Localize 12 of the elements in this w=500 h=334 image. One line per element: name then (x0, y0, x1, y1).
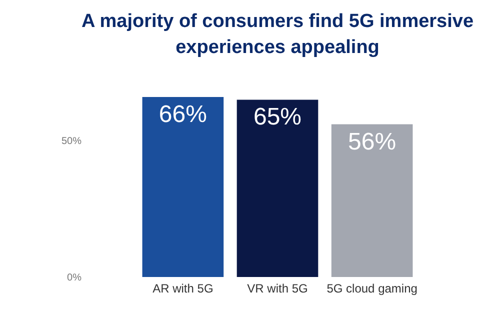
x-tick-label: VR with 5G (247, 282, 308, 296)
chart-title: A majority of consumers find 5G immersive experiences appealing (81, 11, 474, 58)
y-tick-label: 0% (67, 272, 82, 284)
data-label: 56% (348, 128, 396, 156)
bar (331, 124, 413, 277)
data-label: 65% (253, 104, 302, 131)
x-tick-label: AR with 5G (152, 282, 214, 296)
data-label: 66% (158, 101, 207, 128)
bar (142, 97, 224, 277)
y-tick-label: 50% (61, 136, 82, 148)
x-tick-label: 5G cloud gaming (326, 282, 418, 296)
bar (236, 100, 318, 277)
